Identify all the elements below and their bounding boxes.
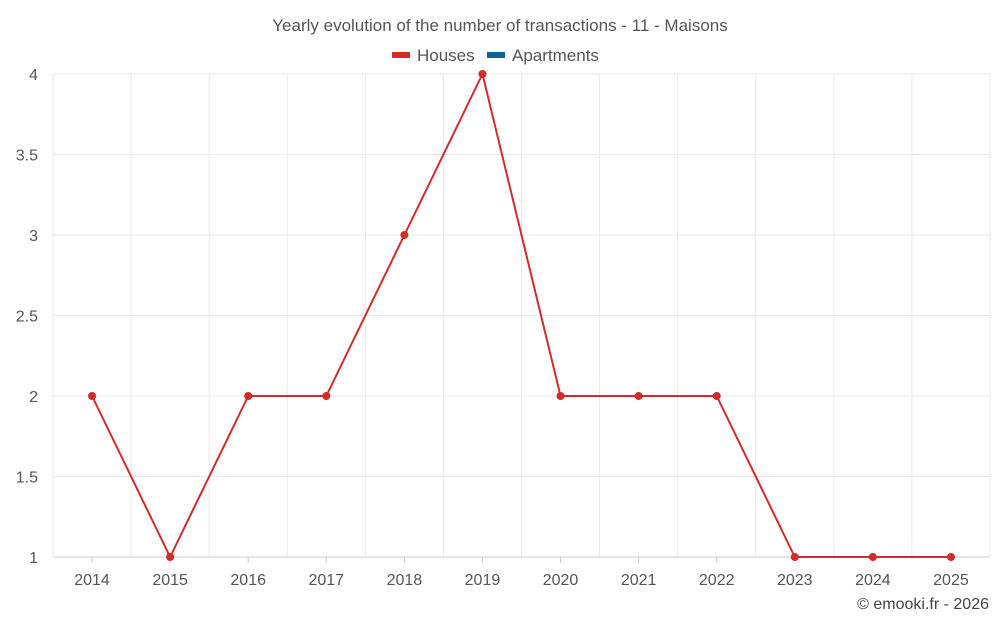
x-tick-label: 2025 xyxy=(933,572,969,589)
x-tick-label: 2015 xyxy=(152,572,188,589)
data-point-houses-2020[interactable] xyxy=(556,392,565,400)
data-point-houses-2014[interactable] xyxy=(88,392,97,400)
data-point-houses-2015[interactable] xyxy=(166,553,175,561)
legend-item-houses[interactable]: Houses xyxy=(392,46,475,65)
data-point-houses-2016[interactable] xyxy=(244,392,253,400)
y-tick-label: 1 xyxy=(29,550,38,567)
legend-label-houses: Houses xyxy=(417,46,475,65)
data-point-houses-2017[interactable] xyxy=(322,392,331,400)
legend-swatch-houses xyxy=(392,52,410,58)
x-tick-label: 2016 xyxy=(230,572,266,589)
x-tick-label: 2018 xyxy=(387,572,423,589)
x-tick-label: 2021 xyxy=(621,572,657,589)
chart-title: Yearly evolution of the number of transa… xyxy=(272,16,727,35)
data-point-houses-2022[interactable] xyxy=(712,392,721,400)
series-line-houses xyxy=(91,73,951,558)
x-tick-label: 2022 xyxy=(699,572,735,589)
data-point-houses-2025[interactable] xyxy=(946,553,955,561)
y-tick-label: 4 xyxy=(29,67,38,84)
x-tick-label: 2019 xyxy=(465,572,501,589)
data-point-houses-2024[interactable] xyxy=(868,553,877,561)
data-point-houses-2018[interactable] xyxy=(400,231,409,239)
grid xyxy=(52,73,991,558)
axes: 1 1.5 2 2.5 3 3.5 4 2014 2015 2016 2017 2018 2019 202… xyxy=(16,67,990,589)
y-tick-label: 3 xyxy=(29,228,38,245)
data-point-houses-2019[interactable] xyxy=(478,70,487,78)
x-tick-label: 2017 xyxy=(308,572,344,589)
data-point-houses-2023[interactable] xyxy=(790,553,799,561)
x-tick-label: 2020 xyxy=(543,572,579,589)
x-tick-label: 2023 xyxy=(777,572,813,589)
credit-text: © emooki.fr - 2026 xyxy=(857,596,989,613)
series-houses xyxy=(88,70,955,561)
legend: Houses Apartments xyxy=(392,46,599,65)
x-tick-label: 2024 xyxy=(855,572,891,589)
x-tick-label: 2014 xyxy=(74,572,110,589)
y-tick-label: 2 xyxy=(29,389,38,406)
y-tick-label: 3.5 xyxy=(16,148,38,165)
data-point-houses-2021[interactable] xyxy=(634,392,643,400)
legend-label-apartments: Apartments xyxy=(512,46,599,65)
legend-swatch-apartments xyxy=(487,52,505,58)
legend-item-apartments[interactable]: Apartments xyxy=(487,46,599,65)
y-tick-label: 1.5 xyxy=(16,470,38,487)
y-tick-label: 2.5 xyxy=(16,309,38,326)
